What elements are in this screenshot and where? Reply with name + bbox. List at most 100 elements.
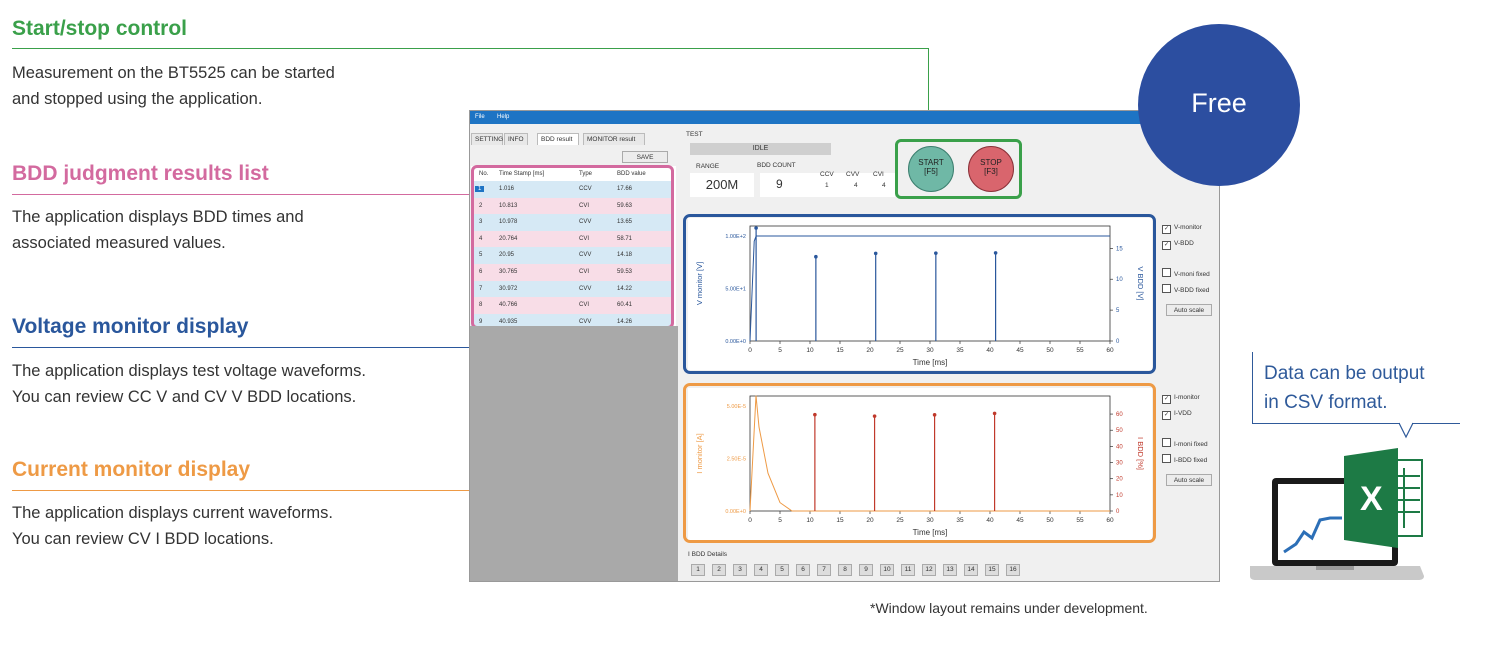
voltage-auto-scale-button[interactable]: Auto scale	[1166, 304, 1212, 316]
ibdd-button[interactable]: 4	[754, 564, 768, 576]
voltage-checkbox[interactable]: ✓ V-BDD	[1162, 240, 1194, 250]
table-cell: CVI	[579, 202, 590, 209]
bdd-results-highlight	[471, 165, 674, 329]
table-cell: 3	[479, 219, 483, 226]
y2-axis-label: I BDD [%]	[1136, 437, 1145, 470]
ibdd-button[interactable]: 15	[985, 564, 999, 576]
ibdd-button[interactable]: 5	[775, 564, 789, 576]
bdd-marker-point	[872, 414, 877, 418]
ibdd-button[interactable]: 14	[964, 564, 978, 576]
table-cell: 14.18	[617, 252, 633, 259]
free-badge	[1138, 24, 1300, 186]
tab-info[interactable]: INFO	[504, 133, 528, 145]
table-row[interactable]: 4 20.764 CVI 58.71	[471, 230, 671, 248]
y-tick-label: 5.00E-5	[727, 404, 746, 410]
voltage-highlight	[683, 214, 1156, 374]
table-row[interactable]: 2 10.813 CVI 59.63	[471, 197, 671, 215]
save-button[interactable]: SAVE	[622, 151, 668, 163]
x-tick-label: 30	[926, 347, 934, 354]
free-badge-label: Free	[1191, 88, 1247, 118]
checkbox-label: I-BDD fixed	[1174, 457, 1208, 464]
table-cell: 1.016	[499, 186, 515, 192]
table-cell: CVV	[579, 219, 592, 226]
y2-tick-label: 10	[1116, 277, 1123, 283]
y2-tick-label: 15	[1116, 246, 1123, 252]
voltage-checkbox[interactable]: V-moni fixed	[1162, 268, 1210, 278]
table-cell: CVI	[579, 235, 590, 242]
table-header: No. Time Stamp [ms] Type BDD value	[471, 166, 671, 181]
checkbox-box	[1162, 454, 1171, 463]
y2-tick-label: 60	[1116, 412, 1123, 418]
table-cell: 8	[479, 302, 483, 309]
current-description: The application displays current wavefor…	[12, 504, 333, 548]
x-tick-label: 60	[1106, 517, 1114, 524]
start-stop-description: Measurement on the BT5525 can be started…	[12, 64, 335, 108]
ibdd-button[interactable]: 16	[1006, 564, 1020, 576]
tab-monitor-result[interactable]: MONITOR result	[583, 133, 645, 145]
ibdd-button[interactable]: 3	[733, 564, 747, 576]
bdd-marker-point	[873, 251, 878, 256]
tab-setting[interactable]: SETTING	[471, 133, 503, 145]
voltage-connector	[12, 347, 686, 348]
result-empty-area	[470, 326, 678, 581]
x-tick-label: 0	[748, 347, 752, 354]
voltage-checkbox[interactable]: V-BDD fixed	[1162, 284, 1209, 294]
ibdd-button[interactable]: 2	[712, 564, 726, 576]
tab-bdd-result[interactable]: BDD result	[537, 133, 579, 145]
count-ccv-value: 1	[825, 182, 829, 189]
start-button[interactable]: START [F5]	[908, 146, 954, 192]
y-tick-label: 2.50E-5	[727, 457, 746, 463]
series-line	[749, 395, 1110, 512]
table-cell: 17.66	[617, 186, 633, 192]
menu-file[interactable]: File	[475, 114, 485, 120]
range-value: 200M	[690, 173, 754, 197]
ibdd-button[interactable]: 7	[817, 564, 831, 576]
current-checkbox[interactable]: ✓ I-VDD	[1162, 410, 1192, 420]
y-axis-label: I monitor [A]	[695, 433, 704, 473]
ibdd-button[interactable]: 13	[943, 564, 957, 576]
bdd-marker-point	[813, 412, 817, 417]
count-ccv-label: CCV	[820, 171, 834, 178]
table-row[interactable]: 3 10.978 CVV 13.65	[471, 214, 671, 232]
x-axis-label: Time [ms]	[913, 528, 948, 537]
start-stop-connector-vertical	[928, 48, 929, 138]
current-checkbox[interactable]: I-moni fixed	[1162, 438, 1208, 448]
bdd-list-heading: BDD judgment results list	[12, 162, 269, 185]
table-row[interactable]: 7 30.972 CVV 14.22	[471, 280, 671, 298]
x-axis-label: Time [ms]	[913, 358, 948, 367]
x-tick-label: 10	[806, 517, 814, 524]
stop-button[interactable]: STOP [F3]	[968, 146, 1014, 192]
voltage-checkbox[interactable]: ✓ V-monitor	[1162, 224, 1202, 234]
table-cell: 40.766	[499, 302, 518, 309]
stop-button-label: STOP	[980, 158, 1002, 167]
table-cell: CCV	[579, 186, 592, 192]
menu-help[interactable]: Help	[497, 114, 510, 120]
bdd-marker-point	[992, 411, 997, 416]
table-cell: 9	[479, 318, 483, 325]
x-tick-label: 35	[956, 517, 964, 524]
current-checkbox[interactable]: I-BDD fixed	[1162, 454, 1207, 464]
table-cell: 30.765	[499, 269, 518, 275]
current-checkbox[interactable]: ✓ I-monitor	[1162, 394, 1200, 404]
bdd-list-description: The application displays BDD times and a…	[12, 208, 304, 252]
table-cell: 10.813	[499, 202, 518, 209]
table-row[interactable]: 5 20.95 CVV 14.18	[471, 247, 671, 265]
ibdd-button[interactable]: 12	[922, 564, 936, 576]
app-window: File Help SETTING INFO BDD result MONITO…	[469, 110, 1220, 582]
ibdd-button[interactable]: 1	[691, 564, 705, 576]
table-row[interactable]: 8 40.766 CVI 60.41	[471, 297, 671, 315]
checkbox-label: I-VDD	[1174, 410, 1192, 417]
ibdd-button[interactable]: 10	[880, 564, 894, 576]
bdd-results-table: No. Time Stamp [ms] Type BDD value 1 1.01…	[471, 166, 676, 331]
table-row[interactable]: 1 1.016 CCV 17.66	[471, 181, 671, 198]
checkbox-box	[1162, 438, 1171, 447]
table-cell: 14.22	[617, 285, 633, 292]
ibdd-button[interactable]: 6	[796, 564, 810, 576]
current-auto-scale-button[interactable]: Auto scale	[1166, 474, 1212, 486]
ibdd-button[interactable]: 9	[859, 564, 873, 576]
checkbox-label: V-BDD fixed	[1174, 287, 1210, 294]
ibdd-button[interactable]: 8	[838, 564, 852, 576]
table-row[interactable]: 6 30.765 CVI 59.53	[471, 264, 671, 281]
x-tick-label: 30	[926, 517, 934, 524]
ibdd-button[interactable]: 11	[901, 564, 915, 576]
